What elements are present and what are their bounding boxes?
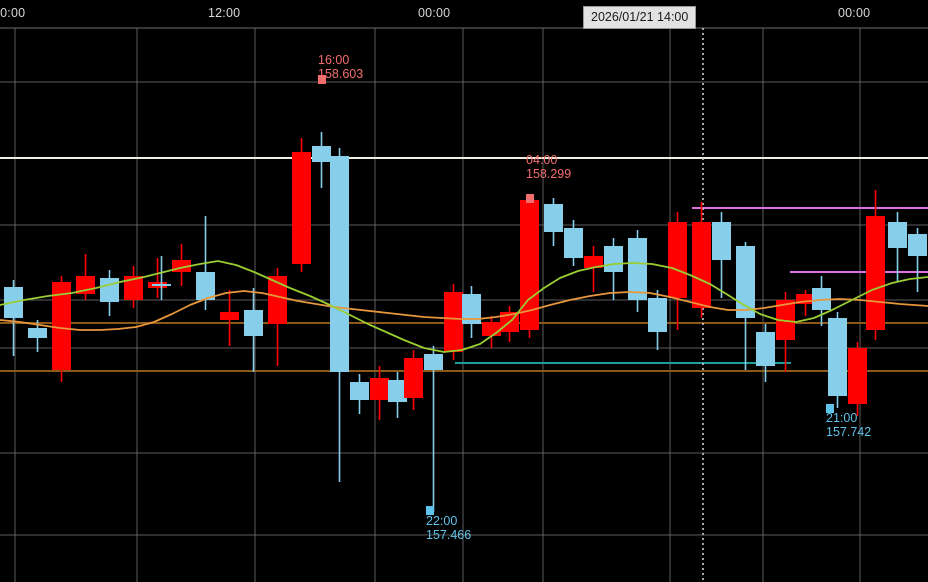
time-tick-label: 12:00 — [208, 6, 241, 20]
candle-body — [152, 284, 171, 286]
candle-body — [370, 378, 389, 400]
candle-body — [584, 256, 603, 268]
swing-marker-swing-high-2 — [526, 194, 534, 203]
candle-body — [712, 222, 731, 260]
candle-body — [28, 328, 47, 338]
candle-body — [424, 354, 443, 370]
candle-body — [196, 272, 215, 300]
candle-body — [866, 216, 885, 330]
candle-body — [848, 348, 867, 404]
candle-body — [564, 228, 583, 258]
annotation-swing-low-2: 21:00 157.742 — [826, 411, 871, 439]
candle-body — [124, 276, 143, 300]
candle-body — [544, 204, 563, 232]
candle-body — [736, 246, 755, 318]
time-tick-label: 00:00 — [418, 6, 451, 20]
price-level-lines — [0, 157, 928, 372]
annotation-price: 157.466 — [426, 528, 472, 542]
time-tick-label: 00:00 — [838, 6, 871, 20]
candle-body — [52, 282, 71, 370]
annotation-price: 157.742 — [826, 425, 872, 439]
candle-body — [482, 322, 501, 336]
candle-body — [888, 222, 907, 248]
candle-body — [828, 318, 847, 396]
candle-body — [350, 382, 369, 400]
candle-body — [812, 288, 831, 310]
swing-point-markers — [318, 75, 834, 515]
ma-fast-line — [0, 260, 928, 353]
annotation-time: 04:00 — [526, 153, 558, 167]
time-tick-label: 00:00 — [0, 6, 26, 20]
annotation-price: 158.603 — [318, 67, 364, 81]
ma-slow-line — [0, 290, 928, 331]
swing-marker-swing-low-2 — [826, 404, 834, 413]
swing-marker-swing-high-1 — [318, 75, 326, 84]
candle-body — [444, 292, 463, 352]
candle-body — [520, 200, 539, 330]
candle-body — [796, 294, 815, 304]
candle-body — [330, 156, 349, 372]
candle-body — [268, 276, 287, 324]
candle-body — [312, 146, 331, 162]
candle-body — [604, 246, 623, 272]
candle-body — [628, 238, 647, 300]
annotation-swing-high-1: 16:00 158.603 — [318, 53, 363, 81]
annotation-time: 21:00 — [826, 411, 858, 425]
candle-body — [100, 278, 119, 302]
candle-body — [668, 222, 687, 298]
cursor-datetime-badge: 2026/01/21 14:00 — [583, 6, 697, 29]
candle-body — [908, 234, 927, 256]
candle-body — [404, 358, 423, 398]
annotation-swing-low-1: 22:00 157.466 — [426, 514, 471, 542]
candle-body — [648, 298, 667, 332]
candle-body — [244, 310, 263, 336]
annotation-time: 22:00 — [426, 514, 458, 528]
annotation-time: 16:00 — [318, 53, 350, 67]
swing-marker-swing-low-1 — [426, 506, 434, 515]
candle-body — [220, 312, 239, 320]
annotation-price: 158.299 — [526, 167, 572, 181]
annotation-swing-high-2: 04:00 158.299 — [526, 153, 571, 181]
candle-body — [388, 380, 407, 402]
moving-average-lines — [0, 260, 928, 353]
candle-body — [756, 332, 775, 366]
candle-body — [692, 222, 711, 308]
candle-body — [462, 294, 481, 324]
candle-body — [292, 152, 311, 264]
